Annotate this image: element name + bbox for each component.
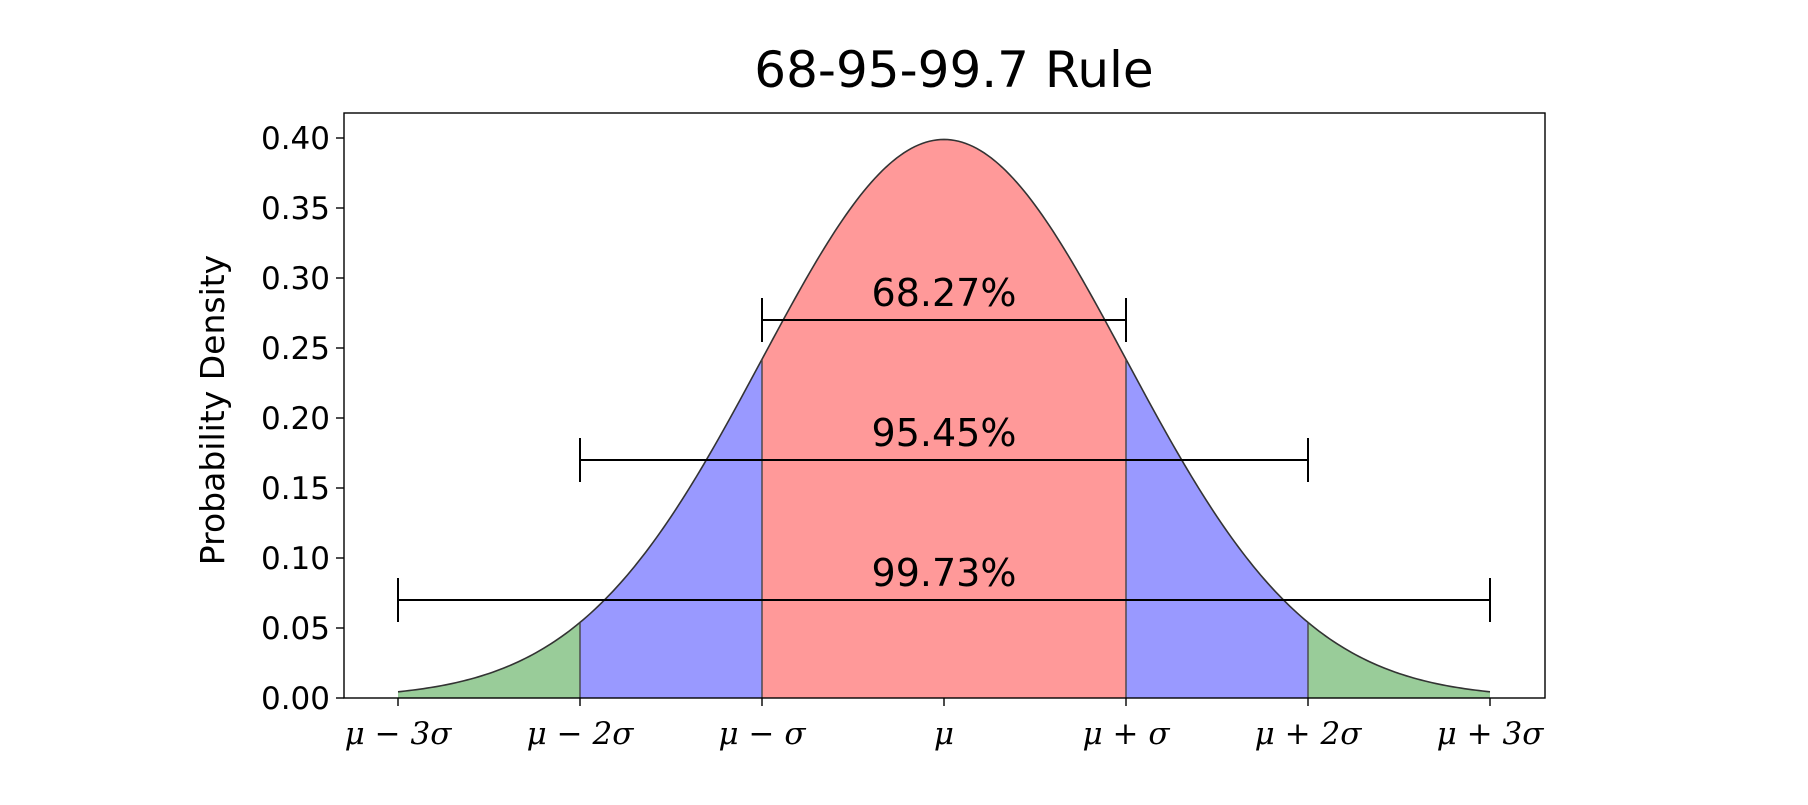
region-2	[762, 139, 1126, 699]
y-axis: 0.00 0.05 0.10 0.15 0.20 0.25 0.30 0.35 0.40	[261, 121, 344, 717]
bracket-label: 95.45%	[872, 411, 1017, 455]
x-tick-label: μ − 3σ	[345, 716, 453, 752]
y-tick-label: 0.35	[261, 191, 330, 227]
sigma-dividers	[579, 359, 1309, 698]
y-tick-label: 0.15	[261, 471, 330, 507]
y-tick-label: 0.25	[261, 331, 330, 367]
x-tick-label: μ + 2σ	[1255, 716, 1363, 752]
y-tick-label: 0.00	[261, 681, 330, 717]
region-1	[580, 359, 762, 698]
y-tick-label: 0.40	[261, 121, 330, 157]
y-tick-label: 0.20	[261, 401, 330, 437]
region-0	[398, 622, 580, 698]
bracket-label: 68.27%	[872, 271, 1017, 315]
region-3	[1126, 359, 1308, 698]
x-tick-label: μ	[934, 716, 954, 752]
x-axis: μ − 3σ μ − 2σ μ − σ μ μ + σ μ + 2σ μ + 3σ	[345, 698, 1545, 752]
chart-title: 68-95-99.7 Rule	[754, 41, 1153, 99]
density-regions	[398, 139, 1490, 699]
y-axis-label: Probability Density	[193, 255, 232, 565]
y-tick-label: 0.10	[261, 541, 330, 577]
x-tick-label: μ + 3σ	[1437, 716, 1545, 752]
x-tick-label: μ − 2σ	[527, 716, 635, 752]
region-4	[1308, 622, 1490, 698]
x-tick-label: μ + σ	[1083, 716, 1171, 752]
density-curve	[397, 138, 1491, 693]
y-tick-label: 0.30	[261, 261, 330, 297]
bracket-label: 99.73%	[872, 551, 1017, 595]
y-tick-label: 0.05	[261, 611, 330, 647]
interval-brackets: 68.27% 95.45% 99.73%	[397, 271, 1491, 622]
x-tick-label: μ − σ	[719, 716, 807, 752]
